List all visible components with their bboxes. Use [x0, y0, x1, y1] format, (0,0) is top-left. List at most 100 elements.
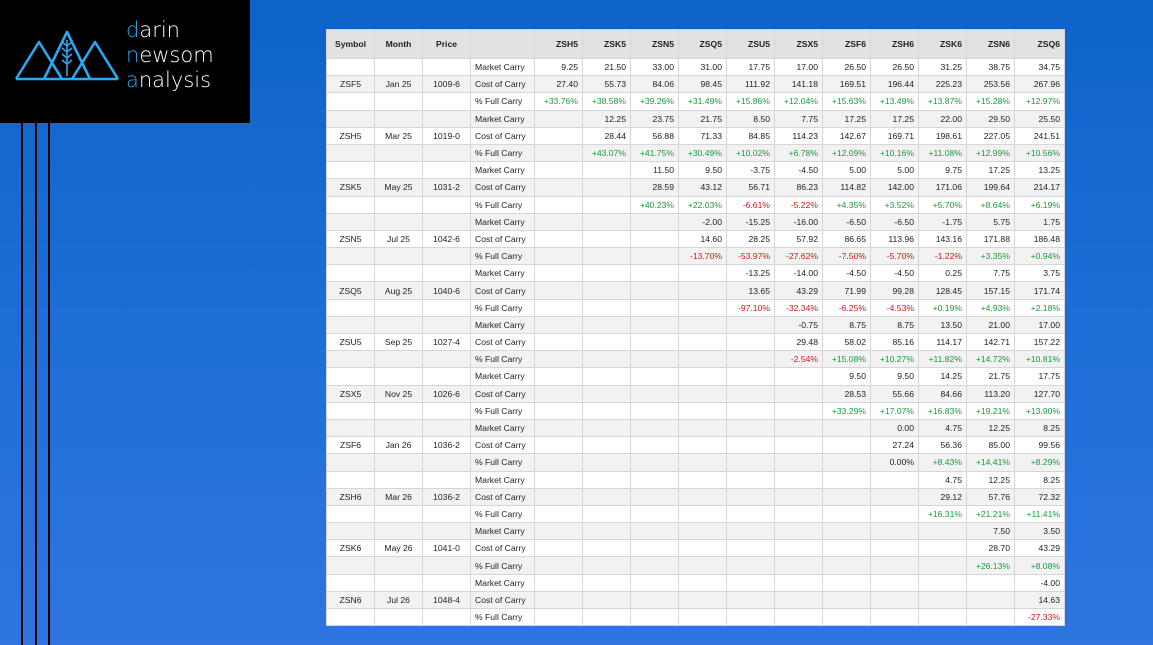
contract-cell — [374, 522, 423, 541]
contract-cell — [326, 264, 375, 283]
value-cell: 9.75 — [918, 161, 967, 180]
table-row: ZSK5 May 25 1031-2 Cost of Carry 28.59 43.12 5… — [326, 178, 1065, 197]
value-cell: +30.49% — [678, 143, 727, 163]
value-cell — [678, 436, 727, 455]
row-metric-label: Cost of Carry — [470, 229, 535, 249]
contract-cell — [374, 350, 423, 369]
contract-cell — [374, 556, 423, 575]
value-cell — [774, 556, 823, 575]
value-cell — [630, 539, 679, 558]
value-cell: +15.63% — [822, 92, 871, 111]
table-row: ZSF5 Jan 25 1009-6 Cost of Carry 27.40 55.73 8… — [326, 75, 1065, 94]
table-row: ZSN6 Jul 26 1048-4 Cost of Carry 14.63 — [326, 590, 1065, 610]
mountain-logo-icon — [14, 30, 120, 81]
value-cell: 3.50 — [1014, 522, 1065, 541]
contract-cell: ZSK6 — [326, 539, 375, 558]
contract-cell — [326, 109, 375, 128]
table-row: ZSH6 Mar 26 1036-2 Cost of Carry 29.12 57.76 7… — [326, 487, 1065, 506]
value-cell: 56.36 — [918, 436, 967, 455]
brand-logo: darin newsom analysis — [0, 0, 250, 123]
table-header: Symbol Month Price ZSH5 ZSK5 ZSN5 ZSQ5 ZSU5 ZSX5… — [326, 29, 1065, 59]
value-cell — [678, 504, 727, 524]
decorative-line — [35, 123, 37, 645]
contract-cell — [374, 573, 423, 592]
value-cell — [630, 384, 679, 403]
contract-cell — [326, 195, 375, 214]
value-cell — [534, 590, 583, 610]
value-cell — [582, 418, 631, 438]
value-cell: 13.50 — [918, 315, 967, 335]
contract-cell — [326, 57, 375, 77]
value-cell — [534, 212, 583, 231]
value-cell — [774, 453, 823, 472]
table-row: % Full Carry +43.07% +41.75% +30.49% +10.02%… — [326, 143, 1065, 163]
contract-cell: ZSH6 — [326, 487, 375, 506]
contract-cell — [326, 453, 375, 472]
contract-cell — [326, 350, 375, 369]
value-cell — [534, 281, 583, 300]
value-cell: 17.75 — [726, 57, 775, 77]
value-cell — [678, 607, 727, 627]
value-cell: 114.17 — [918, 332, 967, 352]
value-cell — [534, 418, 583, 438]
contract-cell: Jan 26 — [374, 436, 423, 455]
value-cell: 86.23 — [774, 178, 823, 197]
contract-cell — [422, 350, 471, 369]
value-cell — [582, 350, 631, 369]
value-cell: 99.28 — [870, 281, 919, 300]
value-cell: 43.29 — [774, 281, 823, 300]
value-cell — [822, 539, 871, 558]
value-cell: -1.75 — [918, 212, 967, 231]
value-cell: +41.75% — [630, 143, 679, 163]
column-header: Symbol — [326, 29, 375, 59]
value-cell: 86.65 — [822, 229, 871, 249]
soybean-carry-table: Symbol Month Price ZSH5 ZSK5 ZSN5 ZSQ5 ZSU5 ZSX5… — [326, 29, 1065, 627]
contract-cell — [374, 212, 423, 231]
contract-cell — [422, 109, 471, 128]
value-cell: -5.70% — [870, 247, 919, 266]
value-cell: 13.65 — [726, 281, 775, 300]
value-cell: 26.50 — [822, 57, 871, 77]
row-metric-label: Cost of Carry — [470, 75, 535, 94]
value-cell — [582, 607, 631, 627]
row-metric-label: % Full Carry — [470, 298, 535, 317]
value-cell: +26.13% — [966, 556, 1015, 575]
value-cell — [822, 418, 871, 438]
table-row: ZSK6 May 26 1041-0 Cost of Carry 28.70 43.29 — [326, 539, 1065, 558]
row-metric-label: % Full Carry — [470, 453, 535, 472]
value-cell: 157.15 — [966, 281, 1015, 300]
value-cell: +16.83% — [918, 401, 967, 420]
value-cell — [582, 161, 631, 180]
contract-cell: ZSK5 — [326, 178, 375, 197]
contract-cell: ZSQ5 — [326, 281, 375, 300]
value-cell — [726, 607, 775, 627]
value-cell — [870, 573, 919, 592]
contract-cell: Nov 25 — [374, 384, 423, 403]
contract-cell — [422, 470, 471, 489]
value-cell — [678, 556, 727, 575]
row-metric-label: Cost of Carry — [470, 178, 535, 197]
contract-cell — [374, 247, 423, 266]
contract-cell — [374, 264, 423, 283]
value-cell: +3.35% — [966, 247, 1015, 266]
value-cell: +8.43% — [918, 453, 967, 472]
contract-cell — [326, 401, 375, 420]
value-cell: 7.50 — [966, 522, 1015, 541]
value-cell — [534, 539, 583, 558]
contract-cell: Mar 25 — [374, 126, 423, 145]
table-row: Market Carry 0.00 4.75 12.25 8.25 — [326, 418, 1065, 438]
contract-cell — [422, 161, 471, 180]
contract-cell — [326, 470, 375, 489]
value-cell: +10.02% — [726, 143, 775, 163]
value-cell: 84.06 — [630, 75, 679, 94]
value-cell — [630, 470, 679, 489]
contract-cell: Jul 25 — [374, 229, 423, 249]
contract-cell: 1041-0 — [422, 539, 471, 558]
value-cell — [582, 470, 631, 489]
value-cell: 8.25 — [1014, 470, 1065, 489]
contract-cell: 1042-6 — [422, 229, 471, 249]
contract-cell — [374, 607, 423, 627]
contract-cell — [422, 92, 471, 111]
value-cell: 56.71 — [726, 178, 775, 197]
value-cell — [678, 590, 727, 610]
